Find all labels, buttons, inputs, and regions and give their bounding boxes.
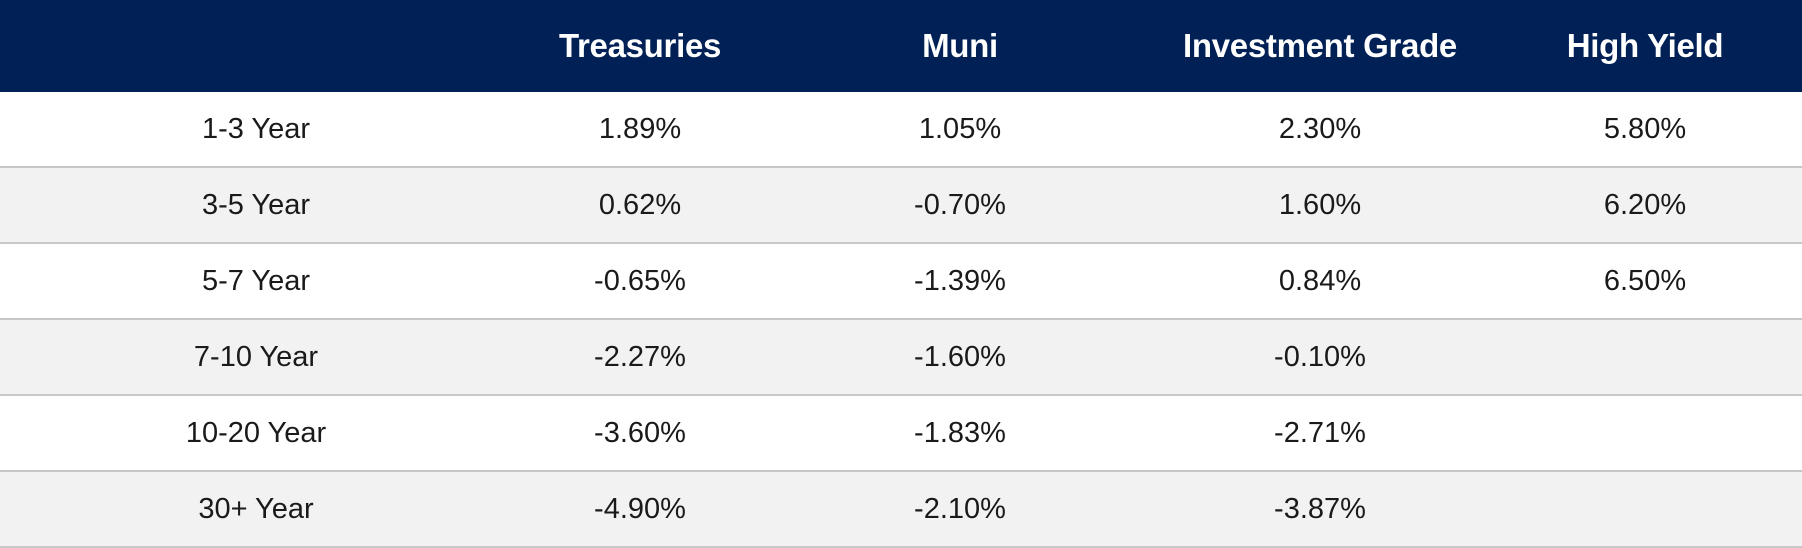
treasuries-cell: 0.62% <box>512 167 768 244</box>
table-row: 10-20 Year -3.60% -1.83% -2.71% <box>0 395 1802 472</box>
header-high-yield: High Yield <box>1488 0 1802 92</box>
term-cell: 7-10 Year <box>0 319 512 396</box>
treasuries-cell: 1.89% <box>512 92 768 168</box>
header-row: Treasuries Muni Investment Grade High Yi… <box>0 0 1802 92</box>
high-yield-cell: 5.80% <box>1488 92 1802 168</box>
term-cell: 1-3 Year <box>0 92 512 168</box>
table-row: 5-7 Year -0.65% -1.39% 0.84% 6.50% <box>0 243 1802 320</box>
muni-cell: -1.60% <box>768 319 1152 396</box>
investment-grade-cell: 2.30% <box>1152 92 1488 168</box>
high-yield-cell <box>1488 319 1802 396</box>
investment-grade-cell: -2.71% <box>1152 395 1488 472</box>
treasuries-cell: -3.60% <box>512 395 768 472</box>
high-yield-cell: 6.50% <box>1488 243 1802 320</box>
treasuries-cell: -4.90% <box>512 471 768 548</box>
table-row: 1-3 Year 1.89% 1.05% 2.30% 5.80% <box>0 92 1802 168</box>
header-muni: Muni <box>768 0 1152 92</box>
header-investment-grade: Investment Grade <box>1152 0 1488 92</box>
table-row: 30+ Year -4.90% -2.10% -3.87% <box>0 471 1802 548</box>
term-cell: 30+ Year <box>0 471 512 548</box>
investment-grade-cell: 0.84% <box>1152 243 1488 320</box>
high-yield-cell: 6.20% <box>1488 167 1802 244</box>
muni-cell: -2.10% <box>768 471 1152 548</box>
treasuries-cell: -0.65% <box>512 243 768 320</box>
term-cell: 5-7 Year <box>0 243 512 320</box>
term-cell: 10-20 Year <box>0 395 512 472</box>
header-blank <box>0 0 512 92</box>
muni-cell: -0.70% <box>768 167 1152 244</box>
muni-cell: 1.05% <box>768 92 1152 168</box>
muni-cell: -1.83% <box>768 395 1152 472</box>
investment-grade-cell: -3.87% <box>1152 471 1488 548</box>
high-yield-cell <box>1488 395 1802 472</box>
table-row: 7-10 Year -2.27% -1.60% -0.10% <box>0 319 1802 396</box>
muni-cell: -1.39% <box>768 243 1152 320</box>
high-yield-cell <box>1488 471 1802 548</box>
term-cell: 3-5 Year <box>0 167 512 244</box>
table-row: 3-5 Year 0.62% -0.70% 1.60% 6.20% <box>0 167 1802 244</box>
investment-grade-cell: 1.60% <box>1152 167 1488 244</box>
header-treasuries: Treasuries <box>512 0 768 92</box>
treasuries-cell: -2.27% <box>512 319 768 396</box>
investment-grade-cell: -0.10% <box>1152 319 1488 396</box>
